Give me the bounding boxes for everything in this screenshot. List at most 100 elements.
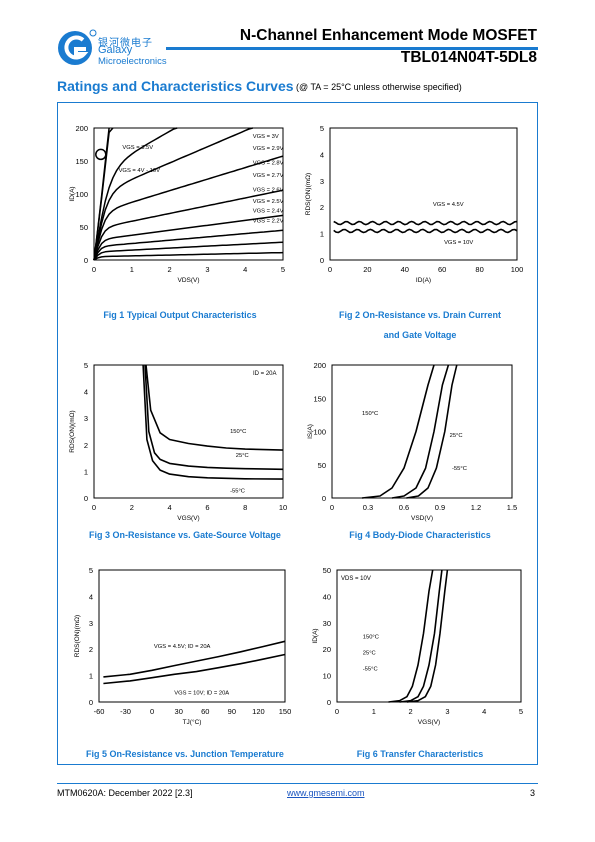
fig4-x-tick-label: 1.5: [507, 503, 517, 512]
fig1-series-line: [93, 214, 284, 261]
fig1-x-tick-label: 1: [130, 265, 134, 274]
header-rule: [166, 47, 538, 50]
fig1-series-line: [93, 155, 284, 261]
fig3-series-line: [144, 364, 284, 471]
fig1-y-tick-label: 150: [75, 157, 88, 166]
fig4-series-label: 25°C: [450, 433, 463, 439]
fig2-series-line: [333, 220, 518, 226]
fig3-series-label: -55°C: [230, 489, 245, 495]
fig6-series-label: 150°C: [363, 635, 379, 641]
fig2-x-tick-label: 0: [328, 265, 332, 274]
fig5-series-label: VGS = 4.5V; ID = 20A: [154, 644, 211, 650]
fig2-y-tick-label: 2: [320, 203, 324, 212]
fig1-series-label: VGS = 2.8V: [253, 160, 284, 166]
fig6-y-tick-label: 50: [323, 566, 331, 575]
fig5-x-tick-label: -60: [94, 707, 105, 716]
fig5-x-tick-label: 90: [228, 707, 236, 716]
fig1-series-label: VGS = 4V - 10V: [119, 168, 161, 174]
fig6-y-tick-label: 40: [323, 592, 331, 601]
fig4-y-tick-label: 200: [313, 361, 326, 370]
fig4-x-tick-label: 0: [330, 503, 334, 512]
fig4-y-tick-label: 0: [322, 494, 326, 503]
fig6-caption: Fig 6 Transfer Characteristics: [356, 749, 484, 759]
fig6-x-tick-label: 2: [409, 707, 413, 716]
fig6-y-axis-label: ID(A): [312, 628, 319, 643]
fig3-y-tick-label: 4: [84, 388, 88, 397]
fig3-x-tick-label: 2: [130, 503, 134, 512]
fig1-series-line: [93, 127, 110, 261]
fig6-plot-frame: [336, 569, 522, 703]
fig5-y-tick-label: 0: [89, 698, 93, 707]
fig3-x-tick-label: 4: [168, 503, 172, 512]
fig2-x-tick-label: 60: [438, 265, 446, 274]
fig1-series-label: VGS = 3V: [253, 134, 279, 140]
fig6-series-line: [388, 569, 434, 703]
fig3-series-label: 150°C: [230, 429, 246, 435]
fig1-series-line: [93, 189, 284, 261]
fig4-x-tick-label: 1.2: [471, 503, 481, 512]
fig1-series-label: VGS = 2.6V: [253, 187, 284, 193]
fig4-y-axis-label: IS(A): [307, 424, 314, 439]
fig2-y-tick-label: 3: [320, 177, 324, 186]
fig4-x-tick-label: 0.6: [399, 503, 409, 512]
fig2-y-axis-label: RDS(ON)(mΩ): [305, 173, 312, 215]
fig1-series-label: VGS = 2.4V: [253, 208, 284, 214]
fig5-x-tick-label: -30: [120, 707, 131, 716]
fig4-chart: 0 0.3 0.6 0.9 1.2 1.5 0 50 100 150 200 VSD(V) IS(A) 1…: [307, 361, 517, 522]
fig5-y-tick-label: 3: [89, 619, 93, 628]
fig4-series-line: [391, 364, 450, 499]
brand-chinese-name: 银河微电子: [98, 38, 153, 49]
fig4-caption: Fig 4 Body-Diode Characteristics: [349, 530, 491, 540]
fig4-y-tick-label: 100: [313, 428, 326, 437]
fig5-series-label: VGS = 10V; ID = 20A: [174, 691, 229, 697]
fig6-y-tick-label: 0: [327, 698, 331, 707]
fig6-x-tick-label: 1: [372, 707, 376, 716]
fig2-chart: 0 20 40 60 80 100 0 1 2 3 4 5 ID(A) RDS(ON)(mΩ) VGS = …: [305, 124, 524, 284]
fig3-series-line: [142, 364, 284, 480]
fig6-y-tick-label: 30: [323, 619, 331, 628]
brand-name: Galaxy: [98, 44, 133, 56]
fig3-annotation: ID = 20A: [253, 371, 277, 377]
fig5-y-tick-label: 4: [89, 592, 93, 601]
fig2-caption: Fig 2 On-Resistance vs. Drain Current: [338, 310, 502, 320]
fig2-y-tick-label: 1: [320, 230, 324, 239]
fig4-x-tick-label: 0.9: [435, 503, 445, 512]
fig3-y-tick-label: 3: [84, 414, 88, 423]
fig2-series-line: [333, 228, 518, 234]
footer-url-link[interactable]: www.gmesemi.com: [287, 788, 365, 798]
fig5-x-tick-label: 30: [175, 707, 183, 716]
fig5-series-line: [103, 640, 286, 678]
section-title: Ratings and Characteristics Curves: [57, 78, 294, 94]
fig3-series-line: [145, 364, 284, 451]
fig3-chart: 0 2 4 6 8 10 0 1 2 3 4 5 VGS(V) RDS(ON)(mΩ) ID = 20A 15…: [69, 361, 287, 522]
fig1-plot-frame: [93, 127, 284, 261]
fig5-y-axis-label: RDS(ON)(mΩ): [74, 615, 81, 657]
fig5-x-tick-label: 0: [150, 707, 154, 716]
fig2-x-axis-label: ID(A): [416, 277, 431, 284]
fig6-series-line: [399, 569, 443, 703]
fig5-plot-frame: [98, 569, 286, 703]
fig2-x-tick-label: 80: [475, 265, 483, 274]
fig1-series-label: VGS = 2.2V: [253, 218, 284, 224]
fig6-x-tick-label: 4: [482, 707, 486, 716]
fig6-x-tick-label: 5: [519, 707, 523, 716]
fig1-caption: Fig 1 Typical Output Characteristics: [103, 310, 257, 320]
fig3-x-tick-label: 10: [279, 503, 287, 512]
footer-doc-id: MTM0620A: December 2022 [2.3]: [57, 788, 193, 798]
fig1-y-tick-label: 200: [75, 124, 88, 133]
fig5-chart: -60 -30 0 30 60 90 120 150 0 1 2 3 4 5 TJ(°C) RDS(ON)(m…: [74, 566, 291, 726]
fig2-y-tick-label: 0: [320, 256, 324, 265]
fig1-x-tick-label: 4: [243, 265, 247, 274]
fig5-x-tick-label: 60: [201, 707, 209, 716]
document-title: N-Channel Enhancement Mode MOSFET: [239, 27, 537, 44]
fig3-x-tick-label: 8: [243, 503, 247, 512]
fig1-x-tick-label: 5: [281, 265, 285, 274]
fig3-y-axis-label: RDS(ON)(mΩ): [69, 410, 76, 452]
fig2-x-tick-label: 100: [511, 265, 524, 274]
fig3-x-tick-label: 0: [92, 503, 96, 512]
fig4-plot-frame: [331, 364, 513, 499]
fig5-series-line: [103, 653, 286, 685]
fig4-series-label: -55°C: [452, 466, 467, 472]
fig2-y-tick-label: 5: [320, 124, 324, 133]
